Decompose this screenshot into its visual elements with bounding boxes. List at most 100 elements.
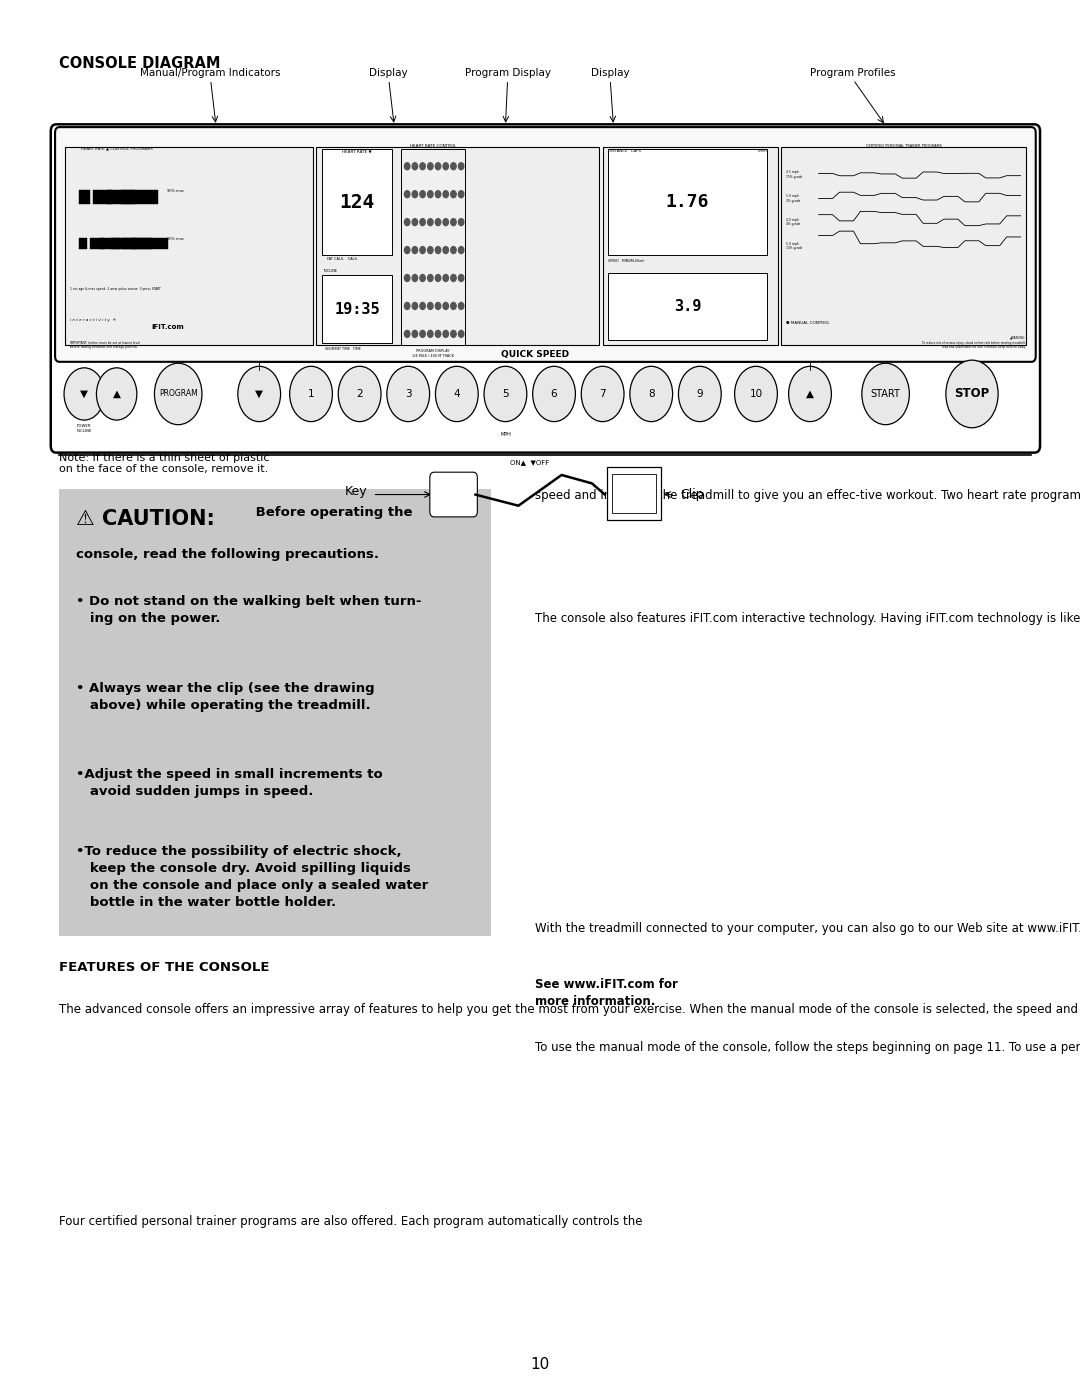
Text: Note: If there is a thin sheet of plastic
on the face of the console, remove it.: Note: If there is a thin sheet of plasti… [59, 453, 270, 474]
Circle shape [64, 367, 105, 420]
Text: • Do not stand on the walking belt when turn-
   ing on the power.: • Do not stand on the walking belt when … [76, 595, 421, 624]
Circle shape [420, 162, 426, 170]
Bar [322, 275, 392, 342]
Text: 5.0 mph
2% grade: 5.0 mph 2% grade [786, 194, 800, 203]
Bar [59, 489, 491, 936]
Circle shape [443, 303, 448, 310]
Circle shape [428, 247, 433, 254]
Circle shape [435, 190, 441, 198]
Text: CERTIFIED PERSONAL TRAINER PROGRAMS: CERTIFIED PERSONAL TRAINER PROGRAMS [865, 144, 942, 148]
Text: 9: 9 [697, 388, 703, 400]
Text: 3.9: 3.9 [674, 299, 701, 314]
Bar [133, 237, 168, 249]
Circle shape [458, 331, 464, 338]
Circle shape [458, 275, 464, 282]
Text: console, read the following precautions.: console, read the following precautions. [76, 548, 379, 560]
Bar [107, 190, 135, 204]
Circle shape [435, 275, 441, 282]
Text: 4.5 mph
75% grade: 4.5 mph 75% grade [786, 170, 802, 179]
Circle shape [862, 363, 909, 425]
Text: ▲WARNING:
To reduce risk of serious injury, stand on foot rails before starting : ▲WARNING: To reduce risk of serious inju… [922, 337, 1026, 349]
Bar [316, 147, 599, 345]
Text: Display: Display [369, 68, 408, 78]
Text: ▲: ▲ [806, 388, 814, 400]
Text: Program Display: Program Display [464, 68, 551, 78]
Bar [122, 237, 152, 249]
Text: ● MANUAL CONTROL: ● MANUAL CONTROL [786, 321, 829, 324]
Text: 124: 124 [339, 193, 375, 211]
Text: 4.0 mph
4% grade: 4.0 mph 4% grade [786, 218, 800, 226]
Text: HEART RATE CONTROL: HEART RATE CONTROL [409, 144, 457, 148]
Circle shape [450, 247, 456, 254]
Text: The console also features iFIT.com interactive technology. Having iFIT.com techn: The console also features iFIT.com inter… [535, 612, 1080, 624]
Circle shape [428, 218, 433, 226]
Circle shape [443, 331, 448, 338]
Circle shape [435, 366, 478, 422]
Text: •To reduce the possibility of electric shock,
   keep the console dry. Avoid spi: •To reduce the possibility of electric s… [76, 845, 428, 909]
Text: Four certified personal trainer programs are also offered. Each program automati: Four certified personal trainer programs… [59, 1215, 643, 1228]
Text: speed and incline of the treadmill to give you an effec-tive workout. Two heart : speed and incline of the treadmill to gi… [535, 489, 1080, 502]
Text: • Always wear the clip (see the drawing
   above) while operating the treadmill.: • Always wear the clip (see the drawing … [76, 682, 375, 711]
Text: The advanced console offers an impressive array of features to help you get the : The advanced console offers an impressiv… [59, 1003, 1080, 1016]
Circle shape [405, 247, 410, 254]
Bar [401, 149, 465, 345]
Text: 19:35: 19:35 [334, 302, 380, 317]
Text: Key: Key [345, 485, 367, 499]
Circle shape [413, 190, 418, 198]
Circle shape [458, 162, 464, 170]
Circle shape [413, 303, 418, 310]
Bar [612, 474, 656, 513]
Text: ▼: ▼ [80, 388, 89, 400]
Text: HEART RATE ▼: HEART RATE ▼ [342, 149, 372, 154]
Text: START: START [870, 388, 901, 400]
Text: SEGMENT TIME   TIME: SEGMENT TIME TIME [325, 346, 361, 351]
Circle shape [405, 218, 410, 226]
Text: 2: 2 [356, 388, 363, 400]
Circle shape [338, 366, 381, 422]
Circle shape [450, 275, 456, 282]
Circle shape [946, 360, 998, 427]
Circle shape [450, 218, 456, 226]
Text: 5: 5 [502, 388, 509, 400]
Text: PROGRAM DISPLAY
1/4 MILE / 400 M TRACK: PROGRAM DISPLAY 1/4 MILE / 400 M TRACK [411, 349, 455, 358]
Circle shape [428, 190, 433, 198]
Bar [111, 237, 136, 249]
Text: 6: 6 [551, 388, 557, 400]
FancyBboxPatch shape [430, 472, 477, 517]
Circle shape [405, 190, 410, 198]
Circle shape [630, 366, 673, 422]
Text: SPEED   MIN/MILE(km): SPEED MIN/MILE(km) [608, 258, 645, 263]
Bar [322, 149, 392, 254]
Circle shape [458, 247, 464, 254]
Bar [65, 147, 313, 345]
Circle shape [458, 218, 464, 226]
Circle shape [413, 247, 418, 254]
Circle shape [428, 303, 433, 310]
Text: 10: 10 [530, 1356, 550, 1372]
Circle shape [435, 303, 441, 310]
Circle shape [450, 190, 456, 198]
Circle shape [450, 303, 456, 310]
Circle shape [443, 275, 448, 282]
Bar [100, 237, 120, 249]
Circle shape [435, 331, 441, 338]
Text: i n t e r a c t i v i t y  ®: i n t e r a c t i v i t y ® [70, 319, 117, 323]
Text: 7: 7 [599, 388, 606, 400]
Text: 80% max: 80% max [167, 236, 185, 240]
Text: IMPORTANT: Incline must be set at lowest level
before folding treadmill into sto: IMPORTANT: Incline must be set at lowest… [70, 341, 140, 349]
Text: QUICK SPEED: QUICK SPEED [500, 351, 569, 359]
Text: Km/H: Km/H [757, 149, 767, 154]
Bar [79, 190, 90, 204]
Circle shape [734, 366, 778, 422]
Text: With the treadmill connected to your computer, you can also go to our Web site a: With the treadmill connected to your com… [535, 922, 1080, 935]
Text: See www.iFIT.com for
more information.: See www.iFIT.com for more information. [535, 978, 677, 1007]
Circle shape [458, 190, 464, 198]
Text: 1 set age & max speed  2 wear pulse sensor  3 press START: 1 set age & max speed 2 wear pulse senso… [70, 288, 161, 291]
Bar [121, 190, 158, 204]
Circle shape [428, 331, 433, 338]
Text: •Adjust the speed in small increments to
   avoid sudden jumps in speed.: •Adjust the speed in small increments to… [76, 768, 382, 798]
Text: INCLINE: INCLINE [324, 268, 338, 272]
Circle shape [420, 190, 426, 198]
Circle shape [443, 162, 448, 170]
Circle shape [450, 162, 456, 170]
